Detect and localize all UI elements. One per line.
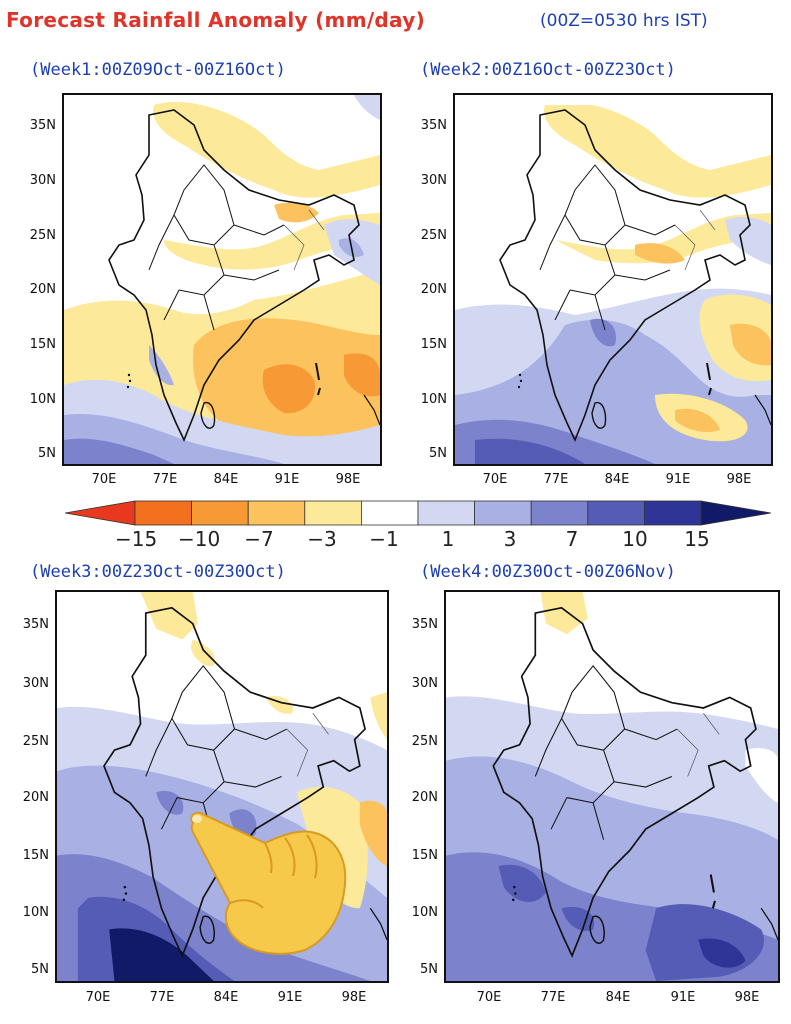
map-panel-week4 bbox=[444, 590, 780, 983]
lon-label: 98E bbox=[341, 990, 367, 1005]
colorbar-segment bbox=[417, 500, 475, 526]
lat-label: 15N bbox=[420, 337, 447, 352]
colorbar-segment bbox=[530, 500, 589, 526]
colorbar-segment bbox=[587, 500, 645, 526]
lat-label: 25N bbox=[29, 228, 56, 243]
lon-label: 70E bbox=[482, 472, 508, 487]
lon-label: 91E bbox=[277, 990, 303, 1005]
lat-label: 30N bbox=[420, 173, 447, 188]
lat-label: 35N bbox=[411, 617, 438, 632]
lat-label: 10N bbox=[22, 905, 49, 920]
lat-label: 20N bbox=[411, 790, 438, 805]
lon-label: 84E bbox=[213, 472, 239, 487]
map-week4 bbox=[446, 592, 778, 981]
colorbar-segment bbox=[474, 500, 532, 526]
lat-label: 10N bbox=[420, 392, 447, 407]
lon-label: 98E bbox=[726, 472, 752, 487]
map-panel-week2 bbox=[453, 93, 773, 466]
lat-label: 20N bbox=[22, 790, 49, 805]
panel-title-week2: (Week2:00Z16Oct-00Z23Oct) bbox=[420, 60, 676, 80]
lon-label: 77E bbox=[152, 472, 178, 487]
pointing-hand-icon bbox=[190, 811, 347, 955]
lat-label: 5N bbox=[31, 962, 49, 977]
page-title: Forecast Rainfall Anomaly (mm/day) bbox=[6, 8, 426, 32]
lon-label: 84E bbox=[605, 990, 631, 1005]
lat-label: 10N bbox=[29, 392, 56, 407]
colorbar-label: −3 bbox=[307, 527, 337, 551]
lon-label: 70E bbox=[85, 990, 111, 1005]
colorbar-label: −7 bbox=[244, 527, 274, 551]
lon-label: 91E bbox=[665, 472, 691, 487]
colorbar-segment bbox=[134, 500, 192, 526]
lat-label: 15N bbox=[22, 848, 49, 863]
lon-label: 77E bbox=[149, 990, 175, 1005]
lon-label: 84E bbox=[604, 472, 630, 487]
lat-label: 35N bbox=[29, 118, 56, 133]
lat-label: 25N bbox=[411, 734, 438, 749]
lat-label: 15N bbox=[29, 337, 56, 352]
lon-label: 91E bbox=[274, 472, 300, 487]
lat-label: 5N bbox=[38, 446, 56, 461]
colorbar-segment bbox=[65, 500, 136, 526]
colorbar-label: −10 bbox=[178, 527, 221, 551]
lon-label: 77E bbox=[540, 990, 566, 1005]
map-panel-week1 bbox=[62, 93, 382, 466]
lat-label: 35N bbox=[22, 617, 49, 632]
map-week1 bbox=[64, 95, 380, 464]
lat-label: 20N bbox=[29, 282, 56, 297]
lat-label: 30N bbox=[29, 173, 56, 188]
lat-label: 30N bbox=[411, 676, 438, 691]
lon-label: 91E bbox=[670, 990, 696, 1005]
lon-label: 70E bbox=[91, 472, 117, 487]
lat-label: 20N bbox=[420, 282, 447, 297]
lon-label: 98E bbox=[335, 472, 361, 487]
lat-label: 5N bbox=[420, 962, 438, 977]
lat-label: 25N bbox=[22, 734, 49, 749]
colorbar-label: −1 bbox=[369, 527, 399, 551]
colorbar-segment bbox=[191, 500, 249, 526]
colorbar-label: 7 bbox=[565, 527, 579, 551]
lat-label: 35N bbox=[420, 118, 447, 133]
lat-label: 30N bbox=[22, 676, 49, 691]
colorbar-label: 15 bbox=[684, 527, 710, 551]
lon-label: 70E bbox=[476, 990, 502, 1005]
colorbar-segment bbox=[247, 500, 306, 526]
colorbar-label: 10 bbox=[622, 527, 648, 551]
colorbar-label: −15 bbox=[115, 527, 158, 551]
colorbar-segment bbox=[360, 500, 419, 526]
colorbar-segment bbox=[304, 500, 362, 526]
colorbar-label: 1 bbox=[441, 527, 455, 551]
colorbar-segment bbox=[644, 500, 702, 526]
colorbar-label: 3 bbox=[503, 527, 517, 551]
colorbar bbox=[65, 500, 771, 526]
map-week2 bbox=[455, 95, 771, 464]
lat-label: 25N bbox=[420, 228, 447, 243]
panel-title-week1: (Week1:00Z09Oct-00Z16Oct) bbox=[30, 60, 286, 80]
lat-label: 15N bbox=[411, 848, 438, 863]
lon-label: 77E bbox=[543, 472, 569, 487]
panel-title-week3: (Week3:00Z23Oct-00Z30Oct) bbox=[30, 562, 286, 582]
lat-label: 5N bbox=[429, 446, 447, 461]
panel-title-week4: (Week4:00Z30Oct-00Z06Nov) bbox=[420, 562, 676, 582]
lon-label: 98E bbox=[734, 990, 760, 1005]
time-note: (00Z=0530 hrs IST) bbox=[540, 11, 708, 31]
colorbar-segment bbox=[700, 500, 771, 526]
lon-label: 84E bbox=[213, 990, 239, 1005]
lat-label: 10N bbox=[411, 905, 438, 920]
